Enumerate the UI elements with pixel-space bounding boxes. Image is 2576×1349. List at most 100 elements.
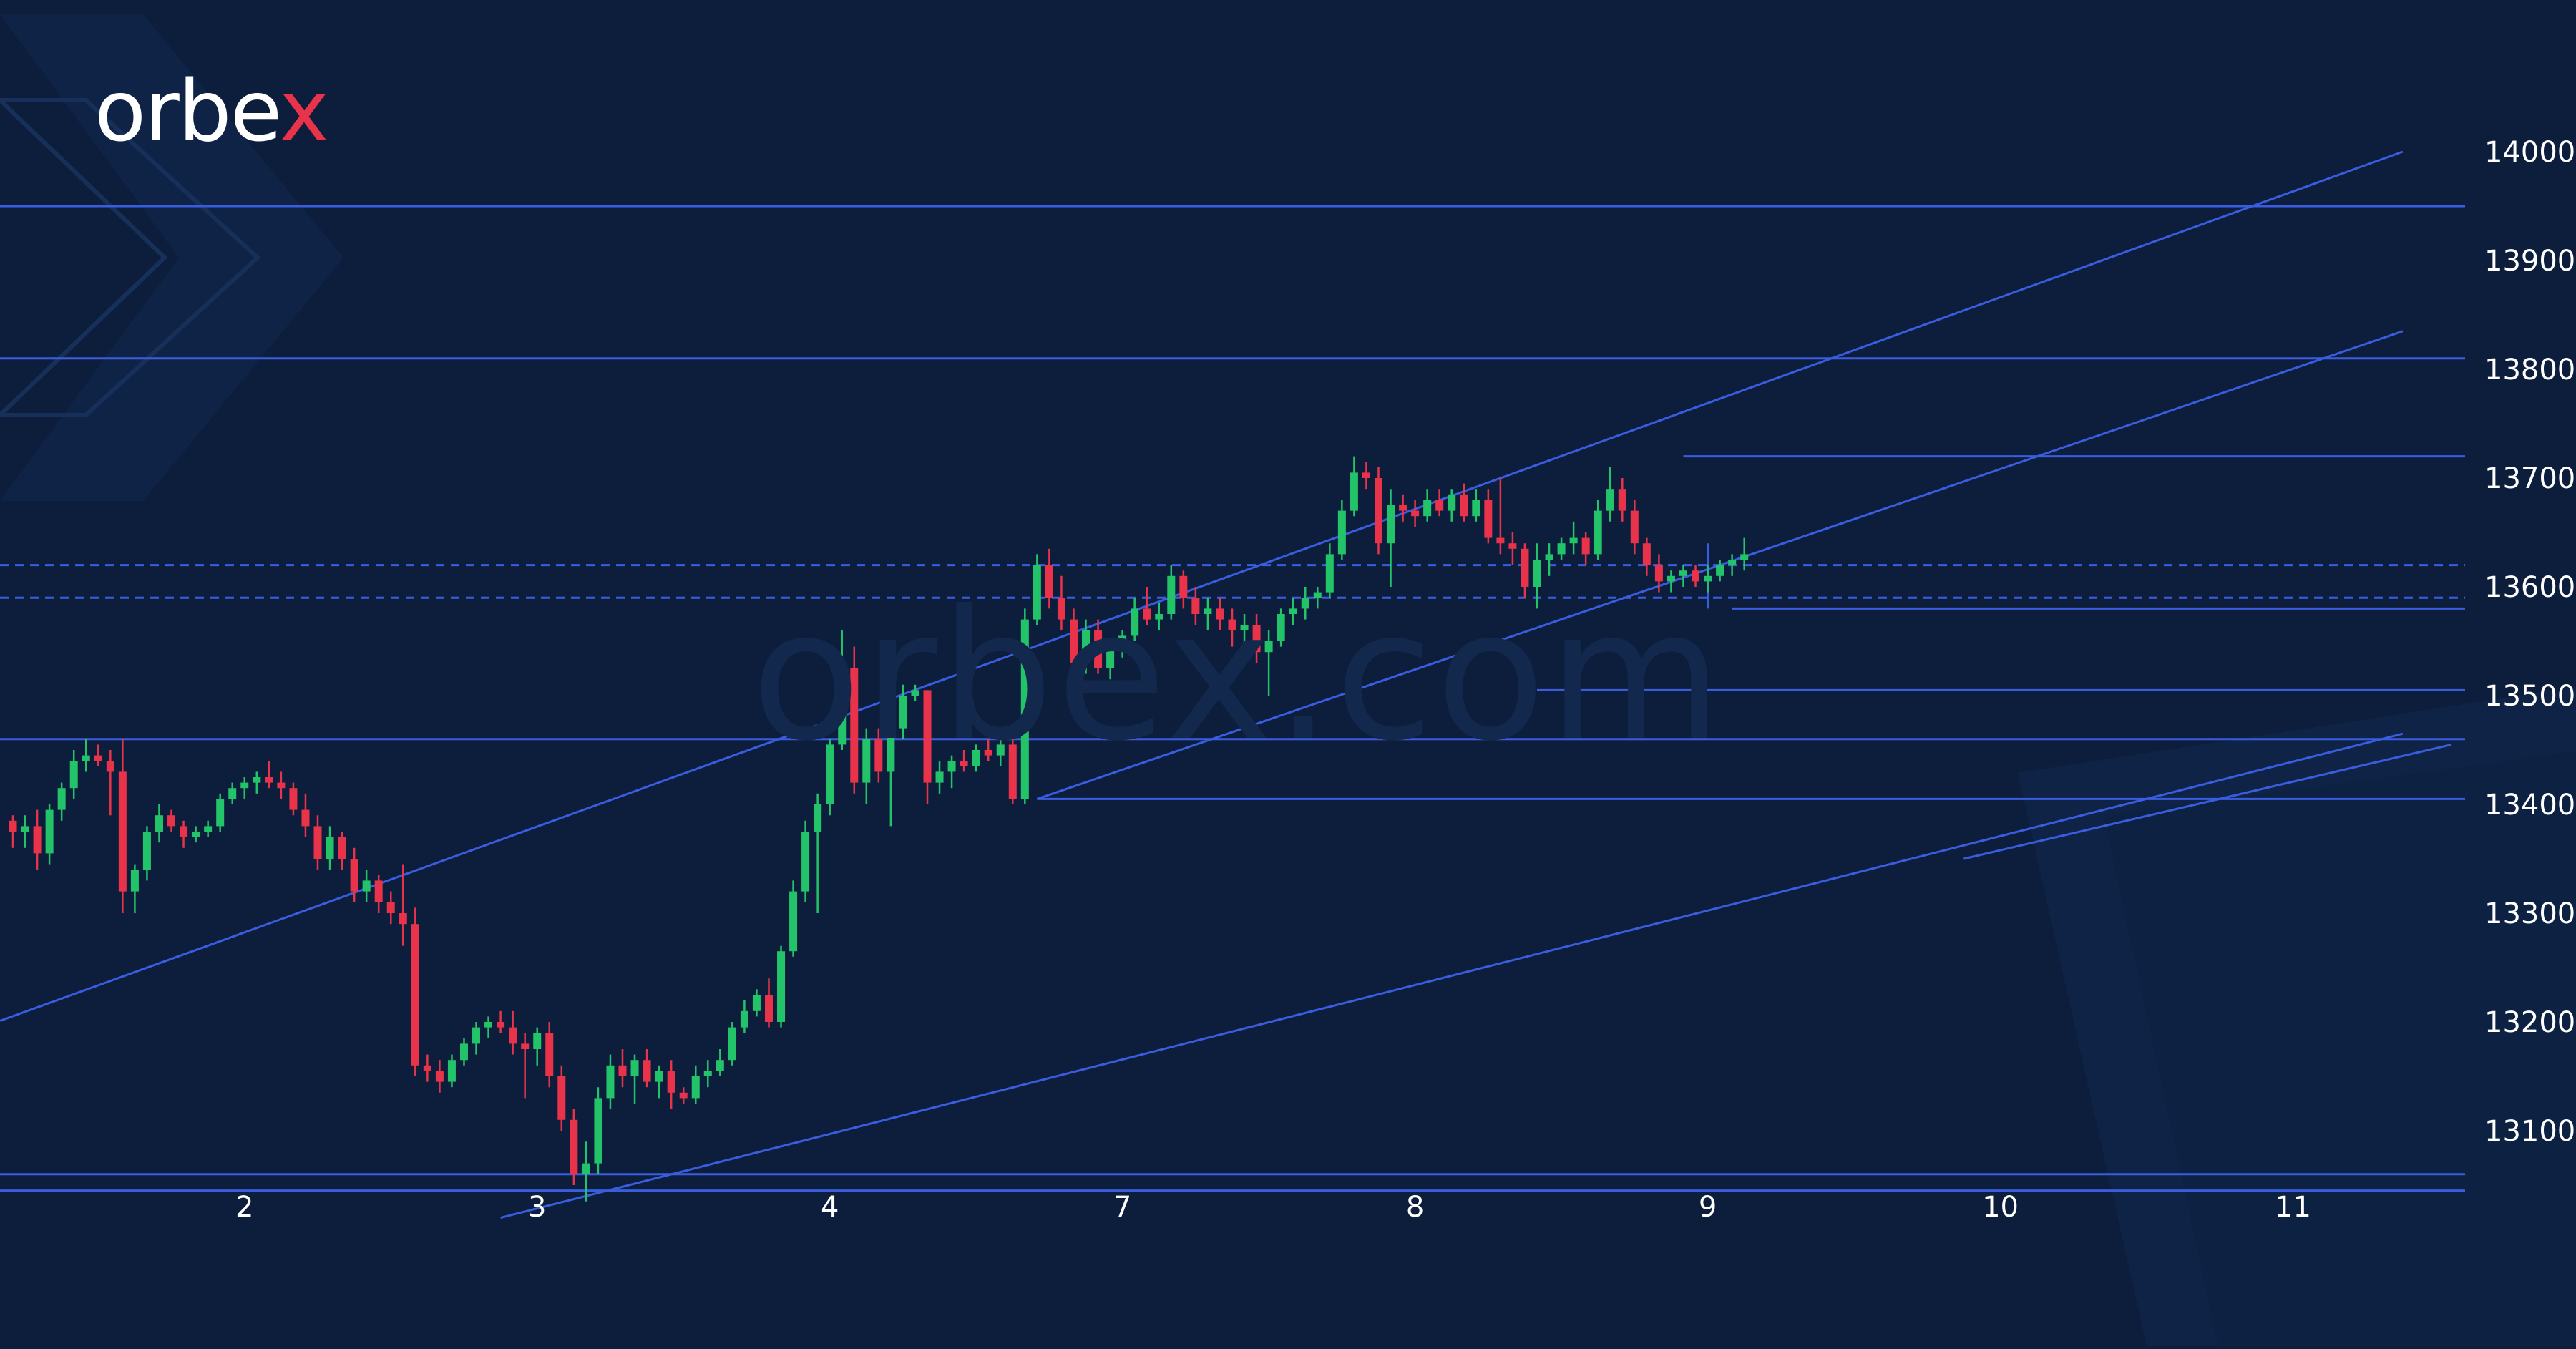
candle-up: [777, 951, 786, 1022]
candle-down: [9, 820, 17, 832]
candle-up: [1350, 472, 1358, 511]
candle-up: [1155, 614, 1163, 620]
candle-up: [216, 799, 225, 827]
candle-up: [947, 761, 956, 772]
candle-up: [1557, 543, 1566, 555]
y-tick-label: 13800: [2484, 354, 2575, 386]
x-tick-label: 7: [1113, 1191, 1131, 1224]
candle-up: [826, 744, 834, 804]
candle-down: [1399, 505, 1407, 511]
candle-up: [192, 832, 200, 837]
candle-up: [606, 1065, 615, 1099]
candle-up: [82, 755, 90, 761]
candle-down: [180, 826, 188, 837]
candle-up: [1606, 489, 1614, 511]
candle-up: [1082, 630, 1091, 663]
trend-line: [0, 150, 2404, 1022]
candle-up: [362, 880, 371, 892]
orbex-logo: orbex: [94, 69, 329, 153]
y-tick-label: 13600: [2484, 571, 2575, 604]
candle-down: [923, 690, 932, 783]
candle-up: [838, 668, 847, 745]
candle-down: [1581, 537, 1590, 555]
candle-up: [447, 1060, 456, 1082]
candle-down: [1216, 608, 1224, 620]
candle-up: [1167, 575, 1176, 614]
candle-down: [1508, 543, 1517, 549]
candle-up: [1337, 510, 1346, 555]
candle-down: [1191, 598, 1200, 614]
candle-up: [1118, 635, 1127, 647]
candle-up: [459, 1043, 468, 1061]
candle-down: [960, 761, 968, 766]
candle-down: [338, 837, 346, 859]
candle-down: [1630, 510, 1639, 544]
candle-up: [887, 728, 895, 772]
candle-up: [1740, 554, 1749, 560]
candle-up: [862, 739, 871, 783]
candle-up: [996, 744, 1005, 756]
candle-up: [228, 788, 237, 799]
trend-line: [1963, 743, 2452, 860]
candle-up: [204, 826, 213, 832]
candle-down: [521, 1043, 530, 1049]
candle-down: [411, 924, 419, 1066]
candle-up: [814, 804, 822, 832]
candle-up: [155, 815, 163, 832]
candle-down: [118, 771, 127, 892]
candle-up: [1545, 554, 1553, 560]
candle-down: [557, 1076, 566, 1120]
candle-down: [1521, 548, 1529, 587]
candle-down: [106, 761, 114, 772]
candle-down: [1692, 570, 1700, 582]
candle-up: [253, 777, 261, 783]
candle-down: [874, 739, 883, 772]
candle-up: [240, 782, 249, 789]
candle-down: [1057, 598, 1065, 620]
candle-up: [1106, 646, 1115, 668]
candle-down: [667, 1071, 675, 1093]
candle-down: [1179, 575, 1188, 598]
candle-up: [1204, 608, 1212, 614]
y-tick-label: 13500: [2484, 680, 2575, 713]
candle-up: [801, 832, 810, 892]
candle-up: [1423, 500, 1432, 517]
x-axis: 2 3 4 7 8 9 10 11: [235, 1191, 2311, 1224]
candle-up: [1533, 560, 1541, 587]
candle-up: [1264, 641, 1273, 653]
candle-up: [1716, 565, 1724, 576]
candle-up: [1472, 500, 1480, 517]
candle-down: [33, 826, 42, 854]
candle-down: [1069, 619, 1078, 663]
candle-up: [1679, 570, 1687, 576]
candlesticks: [9, 456, 1749, 1202]
candle-up: [1667, 575, 1675, 582]
candle-down: [435, 1071, 444, 1082]
candle-up: [1131, 608, 1139, 636]
x-tick-label: 8: [1406, 1191, 1424, 1224]
decor-chevron-left-outline: [0, 98, 261, 417]
candle-up: [728, 1027, 736, 1061]
candle-down: [289, 788, 298, 810]
candle-down: [643, 1060, 651, 1082]
candle-up: [582, 1163, 590, 1174]
y-tick-label: 13400: [2484, 789, 2575, 822]
candle-down: [679, 1092, 688, 1099]
candle-up: [703, 1071, 712, 1076]
candle-down: [374, 880, 383, 902]
level-lines: [0, 150, 2465, 1219]
candle-down: [386, 902, 395, 913]
candle-up: [691, 1076, 700, 1099]
candle-up: [1289, 608, 1297, 614]
candle-up: [1387, 505, 1395, 544]
candle-up: [1301, 598, 1309, 609]
x-tick-label: 4: [821, 1191, 839, 1224]
y-tick-label: 14000: [2484, 136, 2575, 169]
candle-up: [1277, 614, 1285, 641]
x-tick-label: 2: [235, 1191, 253, 1224]
candle-up: [972, 750, 980, 766]
candle-up: [899, 696, 907, 729]
candle-up: [1313, 592, 1322, 598]
